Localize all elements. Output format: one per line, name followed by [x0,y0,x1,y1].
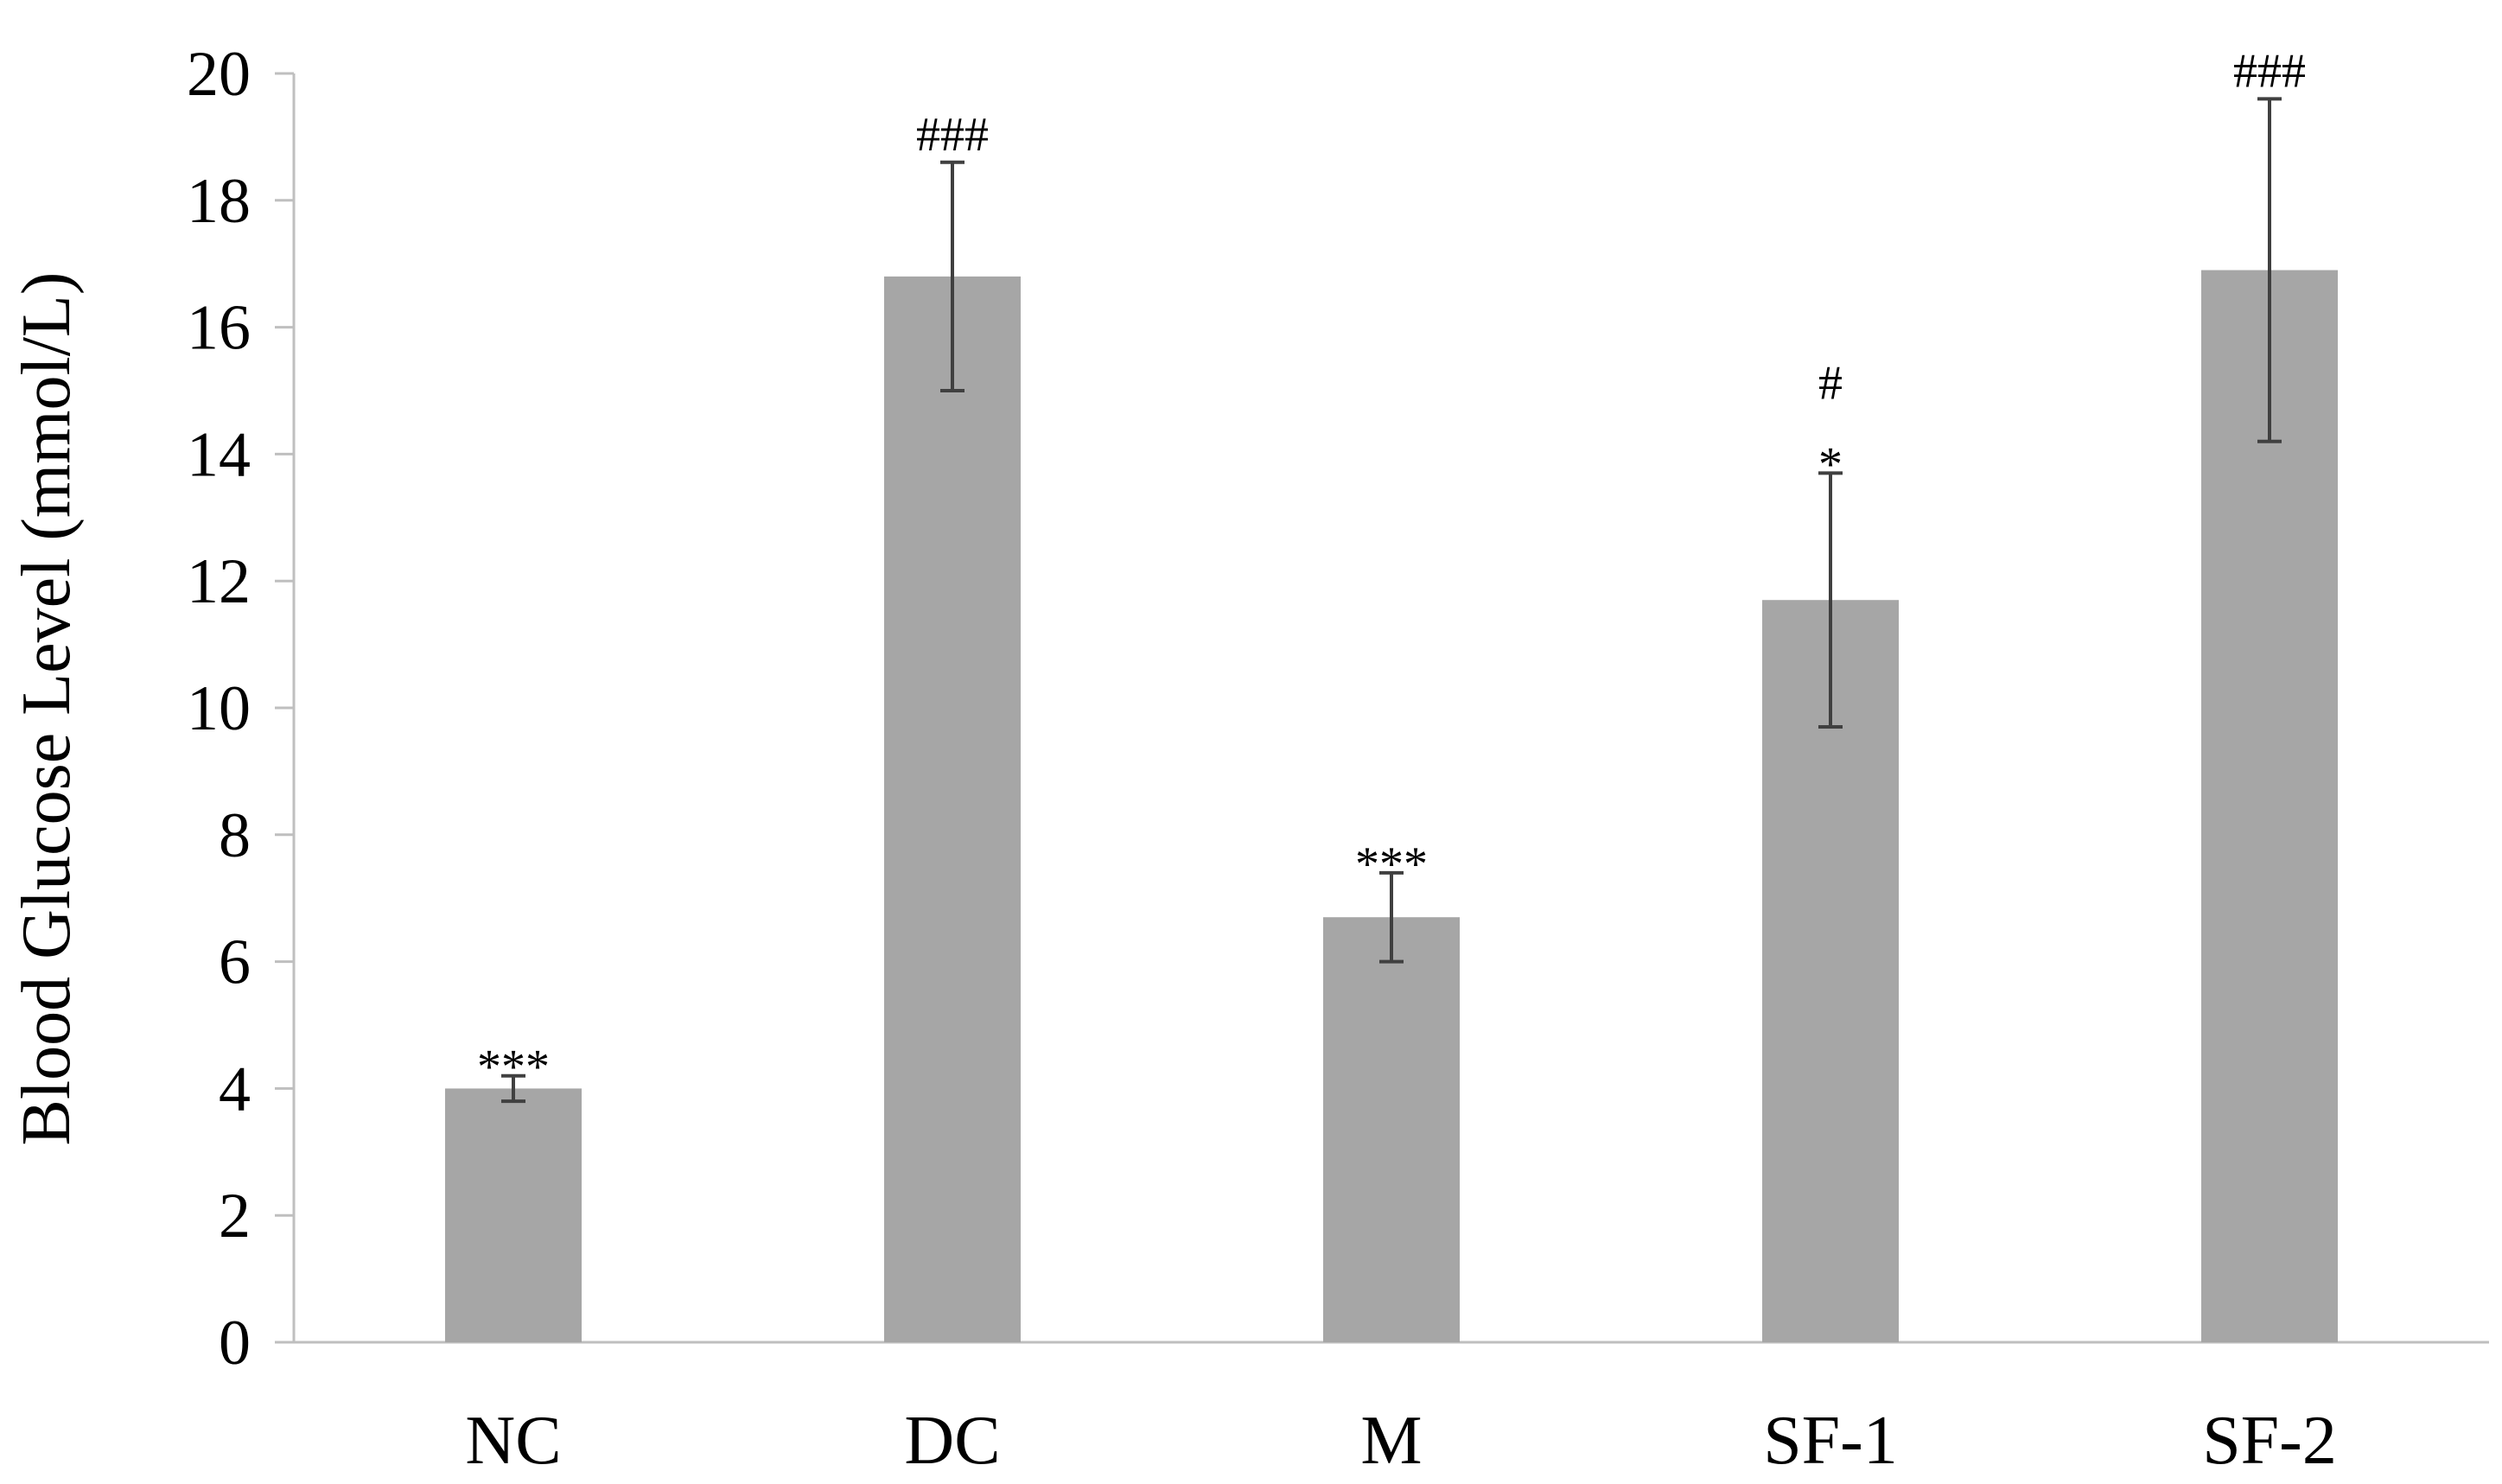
y-tick-label: 0 [219,1308,251,1379]
x-tick-label: NC [465,1403,561,1479]
y-tick-label: 14 [187,419,251,490]
significance-label: *** [477,1041,550,1094]
x-tick-label: M [1360,1403,1422,1479]
y-tick-label: 4 [219,1054,251,1124]
error-bars [501,97,2282,1104]
significance-labels: *** ### *** # * ### [477,44,2306,1093]
significance-label: *** [1355,838,1428,891]
x-tick-label: SF-1 [1763,1403,1898,1479]
y-tick-label: 20 [187,39,251,110]
y-tick-label: 12 [187,546,251,617]
significance-label: ### [2233,44,2306,98]
x-tick-label: SF-2 [2202,1403,2337,1479]
x-axis-ticks: NC DC M SF-1 SF-2 [465,1403,2336,1479]
bar-sf-2 [2201,270,2338,1342]
bar-m [1323,917,1460,1342]
y-axis-title: Blood Glucose Level (mmol/L) [9,272,85,1146]
y-tick-label: 16 [187,293,251,364]
y-tick-label: 10 [187,673,251,744]
y-axis-ticks: 0 2 4 6 8 10 12 14 16 18 20 [187,39,294,1379]
significance-label: ### [916,108,989,162]
y-tick-label: 8 [219,800,251,871]
x-tick-label: DC [904,1403,1000,1479]
bar-nc [445,1088,582,1342]
significance-label: # [1818,356,1843,410]
y-tick-label: 2 [219,1181,251,1252]
y-tick-label: 6 [219,927,251,998]
bar-dc [884,276,1021,1342]
y-tick-label: 18 [187,166,251,237]
bars [445,270,2338,1342]
significance-label: * [1818,437,1843,491]
